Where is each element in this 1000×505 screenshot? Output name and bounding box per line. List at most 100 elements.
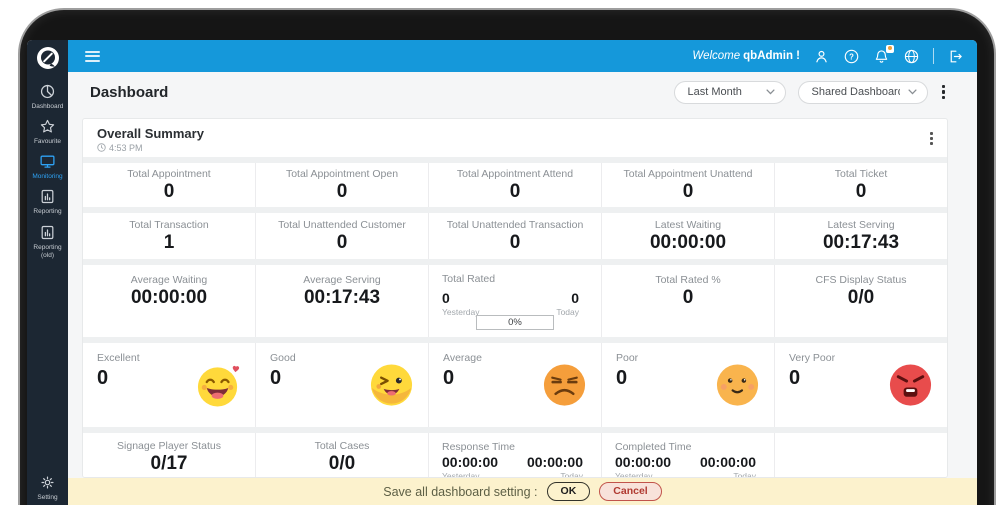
header-divider: [933, 48, 934, 64]
rating-value: 0: [97, 367, 109, 389]
metric-completed-time: Completed Time 00:00:00 Yesterday 00:00:…: [602, 433, 775, 478]
completed-today: 00:00:00 Today: [699, 454, 756, 477]
save-settings-message: Save all dashboard setting :: [383, 484, 538, 499]
metric-total-appointment-unattend: Total Appointment Unattend 0: [602, 163, 775, 207]
metric-value: 00:17:43: [303, 287, 381, 308]
metric-row-2: Total Transaction 1 Total Unattended Cus…: [83, 213, 947, 259]
metric-value: 00:00:00: [615, 454, 672, 470]
chevron-down-icon: [765, 89, 775, 95]
very-poor-emoji-icon: [889, 364, 932, 406]
metric-total-unattended-customer: Total Unattended Customer 0: [256, 213, 429, 259]
metric-value: 0: [442, 290, 450, 306]
excellent-emoji-icon: [197, 365, 240, 407]
monitor-icon: [40, 155, 55, 169]
metric-row-1: Total Appointment 0 Total Appointment Op…: [83, 163, 947, 207]
metric-value: 00:00:00: [699, 454, 756, 470]
chevron-down-icon: [907, 89, 917, 95]
completed-yesterday: 00:00:00 Yesterday: [615, 454, 672, 478]
ok-button[interactable]: OK: [546, 481, 591, 502]
toolbar-kebab-menu[interactable]: [940, 83, 948, 102]
card-title: Overall Summary: [97, 126, 204, 141]
metric-average-serving: Average Serving 00:17:43: [256, 265, 429, 337]
metric-caption: Today: [560, 471, 583, 478]
metric-value: 00:00:00: [526, 454, 583, 470]
help-icon[interactable]: ?: [843, 48, 860, 65]
rating-label: Average: [443, 352, 482, 364]
metric-label: Total Appointment Open: [285, 167, 399, 180]
cancel-button[interactable]: Cancel: [599, 481, 662, 502]
top-header: Welcome qbAdmin ! ?: [68, 40, 977, 72]
dashboard-dropdown[interactable]: Shared Dashboard: [797, 80, 928, 104]
total-rated-progress-bar: 0%: [476, 315, 554, 330]
metric-total-appointment-open: Total Appointment Open 0: [256, 163, 429, 207]
metric-label: Response Time: [442, 441, 515, 453]
metric-value: 0/0: [328, 453, 356, 474]
app-logo: [36, 47, 59, 69]
good-emoji-icon: [370, 364, 413, 406]
metric-value: 0: [336, 180, 348, 202]
sidebar-item-label: Dashboard: [31, 103, 64, 110]
metric-latest-serving: Latest Serving 00:17:43: [775, 213, 947, 259]
rating-average: Average 0: [429, 343, 602, 427]
metric-label: Total Unattended Customer: [278, 218, 406, 231]
metric-total-ticket: Total Ticket 0: [775, 163, 947, 207]
notification-badge: [886, 44, 894, 53]
rating-label: Excellent: [97, 352, 140, 364]
sidebar-item-label: Reporting (old): [33, 243, 62, 259]
metric-value: 0: [682, 180, 694, 202]
clock-icon: [97, 143, 106, 153]
card-time-text: 4:53 PM: [109, 142, 143, 153]
ratings-row: Excellent 0: [83, 343, 947, 427]
welcome-username: qbAdmin !: [743, 50, 800, 62]
sidebar-item-monitoring[interactable]: Monitoring: [27, 149, 68, 184]
svg-text:?: ?: [849, 52, 854, 61]
period-dropdown[interactable]: Last Month: [673, 80, 786, 104]
metric-total-rated: Total Rated 0 Yesterday 0 Today 0%: [429, 265, 602, 337]
logout-icon[interactable]: [947, 48, 964, 65]
metric-label: Total Appointment: [127, 167, 211, 180]
header-right: Welcome qbAdmin ! ?: [692, 44, 964, 65]
average-emoji-icon: [543, 364, 586, 406]
language-globe-icon[interactable]: [903, 48, 920, 65]
sidebar-item-label: Favourite: [33, 138, 62, 146]
metric-total-appointment-attend: Total Appointment Attend 0: [429, 163, 602, 207]
metric-value: 1: [163, 231, 175, 253]
metric-row-5: Signage Player Status 0/17 Total Cases 0…: [83, 433, 947, 478]
metric-label: Signage Player Status: [117, 440, 221, 452]
sidebar-item-dashboard[interactable]: Dashboard: [27, 79, 68, 114]
rating-value: 0: [443, 367, 455, 389]
hamburger-menu-icon[interactable]: [85, 48, 100, 64]
card-timestamp: 4:53 PM: [97, 143, 204, 153]
metric-empty-tile: [775, 433, 947, 477]
main-area: Welcome qbAdmin ! ?: [68, 40, 977, 505]
sidebar-item-setting[interactable]: Setting: [27, 470, 68, 505]
sidebar-item-favourite[interactable]: Favourite: [27, 114, 68, 149]
user-icon[interactable]: [813, 48, 830, 65]
overall-summary-card: Overall Summary 4:53 PM: [82, 118, 948, 478]
metric-label: Average Waiting: [130, 274, 208, 286]
metric-value: 0: [336, 231, 348, 253]
metric-row-3: Average Waiting 00:00:00 Average Serving…: [83, 265, 947, 337]
rating-label: Very Poor: [789, 352, 836, 364]
metric-value: 0/0: [847, 287, 875, 308]
metric-value: 0: [509, 180, 521, 202]
metric-label: Total Appointment Unattend: [623, 167, 753, 180]
metric-value: 0: [855, 180, 867, 202]
metric-caption: Today: [556, 307, 579, 317]
sidebar-item-reporting-old[interactable]: Reporting (old): [27, 220, 68, 263]
metric-caption: Yesterday: [615, 471, 653, 478]
sidebar-item-reporting[interactable]: Reporting: [27, 184, 68, 219]
rating-excellent: Excellent 0: [83, 343, 256, 427]
metric-label: Latest Serving: [827, 218, 895, 231]
metric-total-rated-percent: Total Rated % 0: [602, 265, 775, 337]
notifications-bell-icon[interactable]: [873, 44, 894, 65]
pie-chart-icon: [40, 84, 55, 99]
card-kebab-menu[interactable]: [928, 130, 935, 147]
metric-average-waiting: Average Waiting 00:00:00: [83, 265, 256, 337]
card-header: Overall Summary 4:53 PM: [83, 119, 947, 157]
page-toolbar: Dashboard Last Month Shared Dashboard: [68, 72, 977, 112]
metric-caption: Yesterday: [442, 307, 480, 317]
metric-cfs-display-status: CFS Display Status 0/0: [775, 265, 947, 337]
metric-total-unattended-transaction: Total Unattended Transaction 0: [429, 213, 602, 259]
response-today: 00:00:00 Today: [526, 454, 583, 478]
